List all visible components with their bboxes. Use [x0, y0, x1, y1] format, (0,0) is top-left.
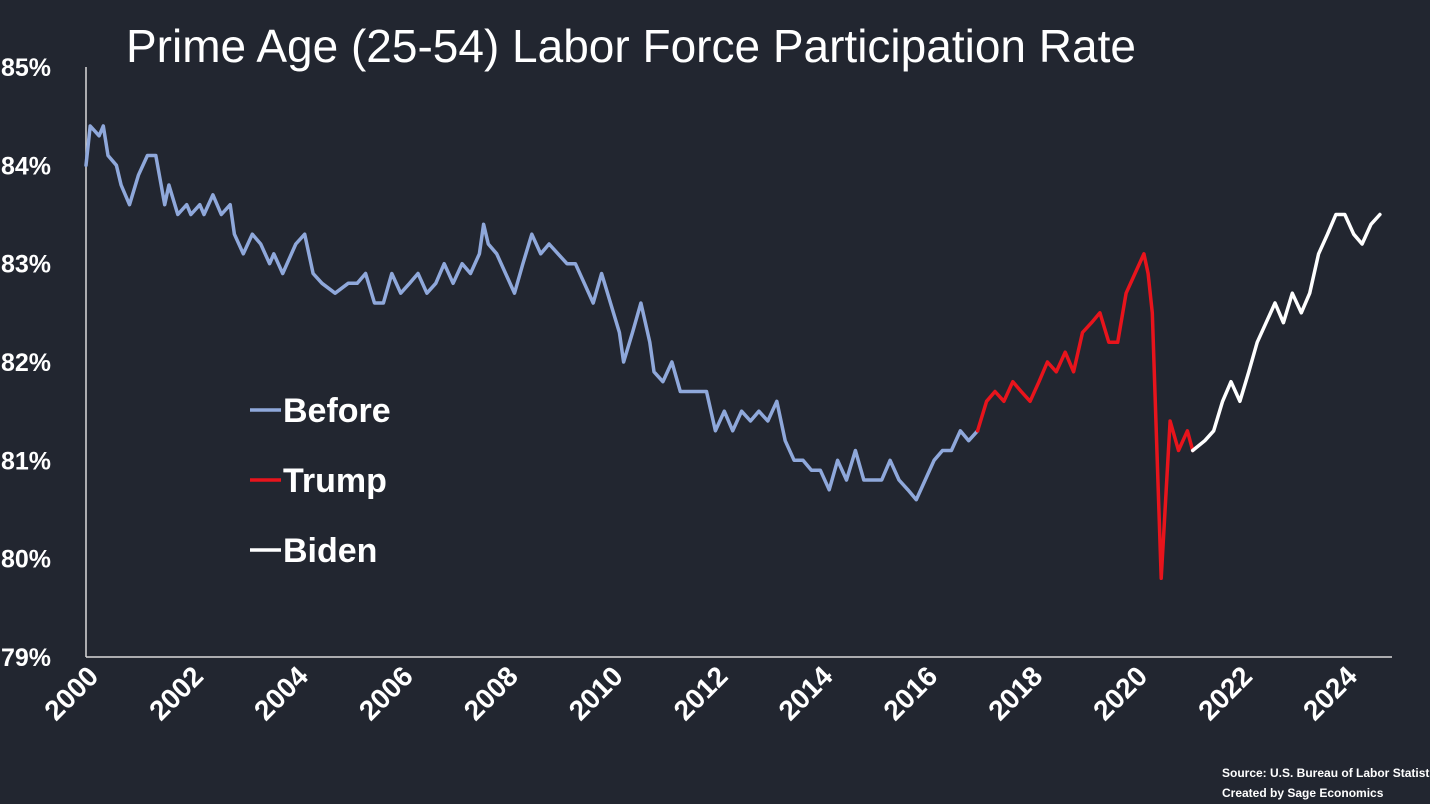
x-tick-label: 2024 — [1297, 660, 1363, 726]
x-tick-label: 2014 — [773, 660, 839, 726]
x-axis-ticks: 2000 2002 2004 2006 2008 2010 2012 2014 2016 2018… — [38, 660, 1363, 726]
series-lines — [84, 124, 1382, 581]
y-tick-label: 79% — [1, 644, 51, 672]
x-tick-label: 2006 — [353, 660, 419, 726]
x-tick-label: 2012 — [668, 660, 734, 726]
created-by-line: Created by Sage Economics — [1222, 786, 1384, 800]
x-tick-label: 2022 — [1192, 660, 1258, 726]
x-tick-label: 2008 — [458, 660, 524, 726]
legend-label-trump: Trump — [283, 462, 387, 500]
series-line-trump — [975, 252, 1195, 581]
chart-title: Prime Age (25-54) Labor Force Participat… — [126, 20, 1136, 72]
legend-label-before: Before — [283, 392, 391, 430]
series-line-before — [84, 124, 980, 502]
y-tick-label: 85% — [1, 54, 51, 82]
y-tick-label: 84% — [1, 152, 51, 180]
source-line: Source: U.S. Bureau of Labor Statistics — [1222, 766, 1430, 780]
y-axis-ticks: 79% 80% 81% 82% 83% 84% 85% — [1, 54, 51, 672]
x-tick-label: 2016 — [877, 660, 943, 726]
x-tick-label: 2002 — [143, 660, 209, 726]
x-tick-label: 2018 — [982, 660, 1048, 726]
legend-label-biden: Biden — [283, 532, 377, 570]
series-line-biden — [1190, 212, 1382, 453]
y-tick-label: 83% — [1, 251, 51, 279]
legend: Before Trump Biden — [250, 392, 391, 570]
y-tick-label: 80% — [1, 546, 51, 574]
x-tick-label: 2004 — [248, 660, 314, 726]
x-tick-label: 2020 — [1087, 660, 1153, 726]
y-tick-label: 81% — [1, 447, 51, 475]
source-note: Source: U.S. Bureau of Labor Statistics … — [1222, 766, 1430, 800]
axes — [85, 67, 1392, 658]
x-tick-label: 2010 — [563, 660, 629, 726]
y-tick-label: 82% — [1, 349, 51, 377]
